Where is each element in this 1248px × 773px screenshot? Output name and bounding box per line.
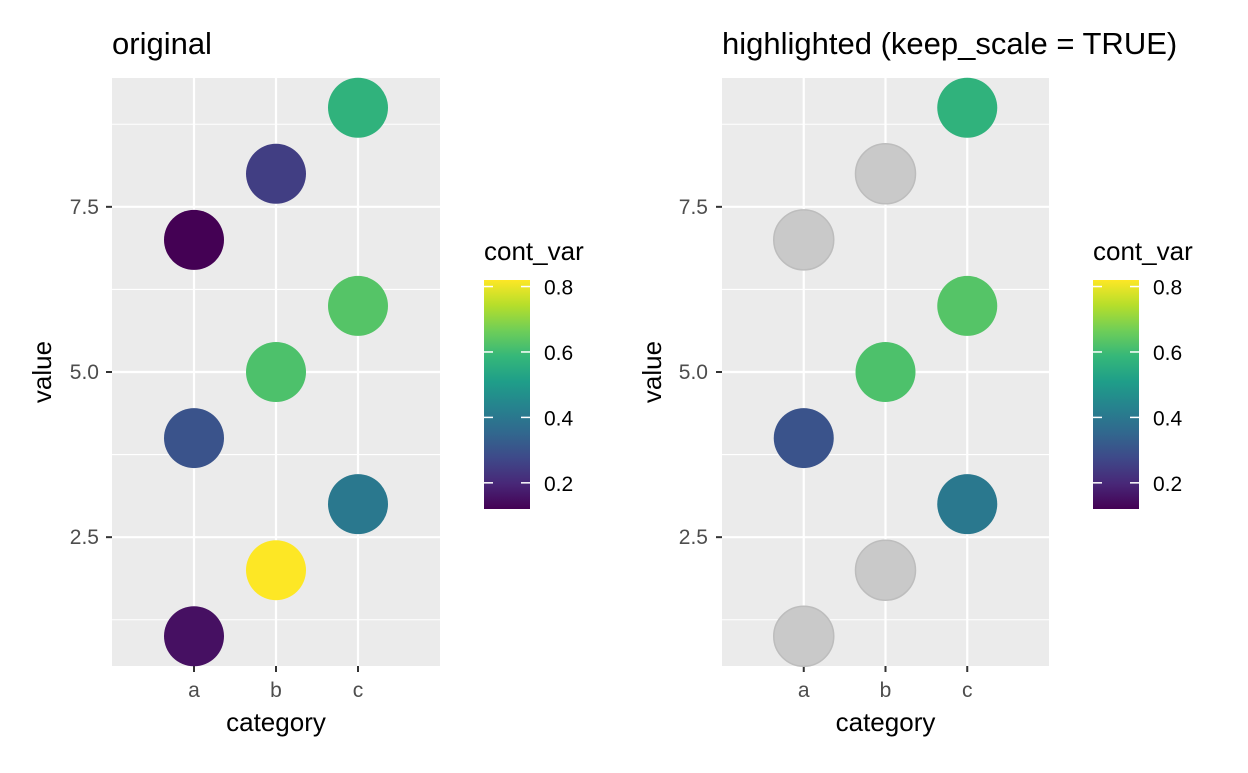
data-point [328,275,388,336]
data-point [328,474,388,535]
data-point [937,275,998,336]
data-point [246,143,306,204]
data-point [328,77,388,138]
data-point [773,408,834,469]
x-tick-label: a [188,679,200,702]
legend-tick-label: 0.4 [544,407,574,430]
x-axis-title: category [836,707,936,737]
y-tick-label: 7.5 [679,196,708,219]
legend-title: cont_var [484,236,584,266]
x-tick-label: b [270,679,282,702]
colorbar [1093,280,1139,509]
data-point [937,474,998,535]
data-point [937,77,998,138]
data-point-unhighlighted [773,605,835,668]
data-point [164,606,224,667]
data-point [246,540,306,601]
data-point [855,342,916,402]
legend-tick-label: 0.2 [544,473,573,496]
y-tick-label: 2.5 [679,526,708,549]
legend: cont_var 0.2 0.4 0.6 0.8 [484,236,584,509]
chart-title: original [112,26,212,61]
colorbar [484,280,530,509]
chart-title: highlighted (keep_scale = TRUE) [722,26,1177,61]
x-tick-label: c [962,679,973,702]
data-point-unhighlighted [773,209,835,271]
y-axis-title: value [637,341,667,403]
data-point-unhighlighted [854,143,917,205]
legend-tick-label: 0.8 [544,277,573,300]
y-tick-label: 2.5 [70,526,99,549]
x-tick-label: a [798,679,810,702]
facet-highlighted: highlighted (keep_scale = TRUE) 2.5 5.0 7.5… [637,26,1193,737]
data-point [164,209,224,270]
data-point-unhighlighted [854,539,917,601]
facet-original: original 2.5 5.0 7.5 a b c category value cont_va… [27,26,584,737]
x-tick-label: b [880,679,892,702]
legend-tick-label: 0.2 [1153,473,1182,496]
legend-tick-label: 0.4 [1153,407,1183,430]
y-tick-label: 5.0 [70,361,99,384]
legend-tick-label: 0.8 [1153,277,1182,300]
x-tick-label: c [353,679,364,702]
legend-tick-label: 0.6 [1153,342,1182,365]
legend: cont_var 0.2 0.4 0.6 0.8 [1093,236,1193,509]
legend-tick-label: 0.6 [544,342,573,365]
y-tick-label: 5.0 [679,361,708,384]
data-point [164,408,224,469]
legend-title: cont_var [1093,236,1193,266]
data-point [246,342,306,402]
y-tick-label: 7.5 [70,196,99,219]
x-axis-title: category [226,707,326,737]
y-axis-title: value [27,341,57,403]
